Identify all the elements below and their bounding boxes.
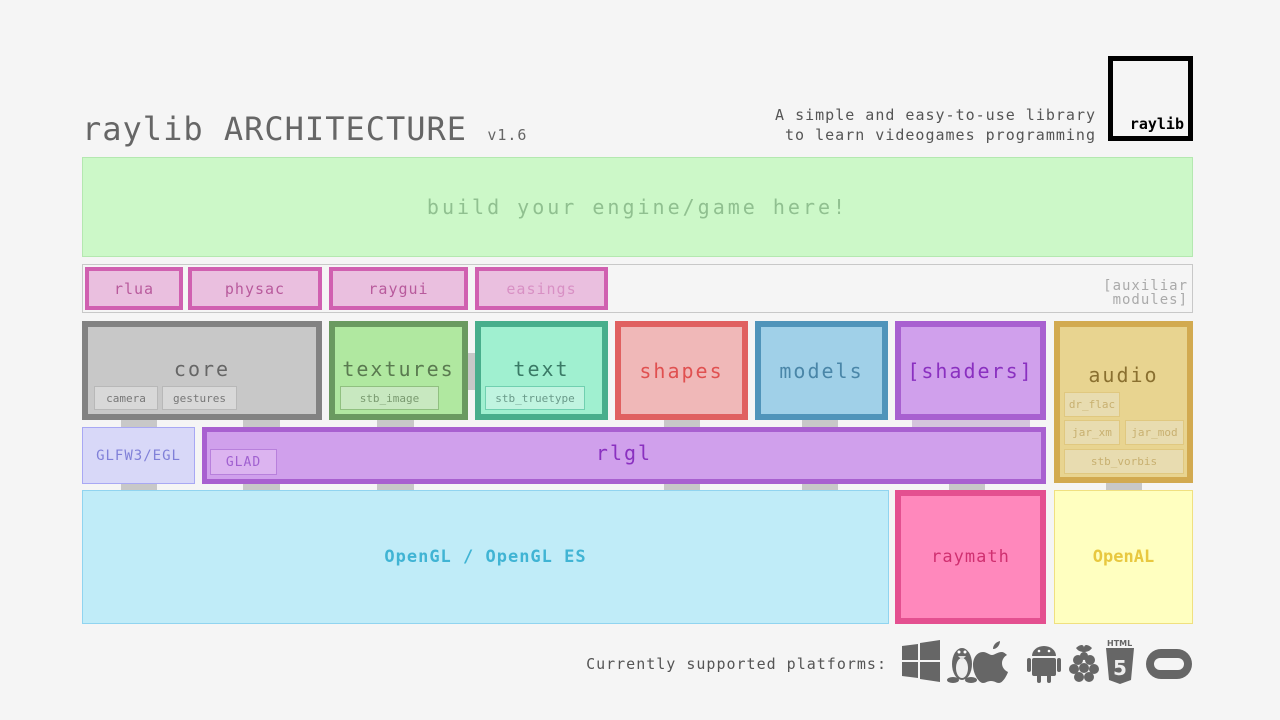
sub-jar-xm: jar_xm — [1064, 420, 1120, 445]
page-title: raylib ARCHITECTURE v1.6 — [82, 110, 527, 148]
opengl-label: OpenGL / OpenGL ES — [384, 547, 587, 567]
module-glfw: GLFW3/EGL — [82, 427, 195, 484]
sub-glad: GLAD — [210, 449, 277, 475]
engine-area: build your engine/game here! — [82, 157, 1193, 257]
module-rlgl: rlgl GLAD — [202, 427, 1046, 484]
tagline-line-2: to learn videogames programming — [785, 126, 1096, 144]
module-shapes: shapes — [615, 321, 748, 420]
engine-label: build your engine/game here! — [426, 195, 849, 219]
textures-label: textures — [342, 356, 455, 381]
module-openal: OpenAL — [1054, 490, 1193, 624]
android-icon — [1027, 646, 1061, 683]
sub-camera: camera — [94, 386, 158, 410]
raymath-label: raymath — [931, 547, 1010, 567]
module-raygui: raygui — [329, 267, 468, 310]
aux-line-1: [auxiliar — [1103, 278, 1188, 294]
module-opengl: OpenGL / OpenGL ES — [82, 490, 889, 624]
sub-stb-truetype: stb_truetype — [485, 386, 585, 410]
sub-jar-mod: jar_mod — [1125, 420, 1184, 445]
tagline-line-1: A simple and easy-to-use library — [775, 106, 1096, 124]
platform-icons: HTML 5 — [902, 639, 1192, 684]
platforms-label: Currently supported platforms: — [586, 655, 887, 673]
raspberry-pi-icon — [1069, 645, 1099, 682]
svg-text:HTML: HTML — [1107, 639, 1132, 648]
shaders-label: [shaders] — [907, 358, 1034, 383]
html5-icon: HTML 5 — [1106, 639, 1134, 684]
module-raymath: raymath — [895, 490, 1046, 624]
logo-text: raylib — [1129, 115, 1184, 133]
module-textures: textures stb_image — [329, 321, 468, 420]
text-label: text — [513, 356, 570, 381]
openal-label: OpenAL — [1092, 547, 1155, 567]
shapes-label: shapes — [639, 358, 724, 383]
raylib-logo: raylib — [1108, 56, 1193, 141]
tagline: A simple and easy-to-use library to lear… — [775, 105, 1096, 145]
apple-icon — [973, 641, 1008, 683]
sub-stb-vorbis: stb_vorbis — [1064, 449, 1184, 474]
aux-line-2: modules] — [1112, 292, 1188, 308]
sub-gestures: gestures — [162, 386, 237, 410]
oculus-icon — [1146, 649, 1192, 679]
sub-dr-flac: dr_flac — [1064, 392, 1120, 417]
module-physac: physac — [188, 267, 322, 310]
module-models: models — [755, 321, 888, 420]
sub-stb-image: stb_image — [340, 386, 439, 410]
auxiliar-label: [auxiliar modules] — [1103, 279, 1188, 307]
module-text: text stb_truetype — [475, 321, 608, 420]
windows-icon — [902, 640, 940, 682]
audio-label: audio — [1088, 363, 1159, 387]
version: v1.6 — [487, 126, 528, 144]
module-audio: audio dr_flac jar_xm jar_mod stb_vorbis — [1054, 321, 1193, 483]
module-rlua: rlua — [85, 267, 183, 310]
glfw-label: GLFW3/EGL — [96, 447, 181, 464]
linux-icon — [947, 648, 977, 683]
module-shaders: [shaders] — [895, 321, 1046, 420]
module-core: core camera gestures — [82, 321, 322, 420]
models-label: models — [779, 358, 864, 383]
svg-text:5: 5 — [1113, 656, 1127, 680]
core-label: core — [173, 356, 231, 381]
title-text: raylib ARCHITECTURE — [82, 110, 468, 148]
module-easings: easings — [475, 267, 608, 310]
rlgl-label: rlgl — [595, 440, 653, 465]
